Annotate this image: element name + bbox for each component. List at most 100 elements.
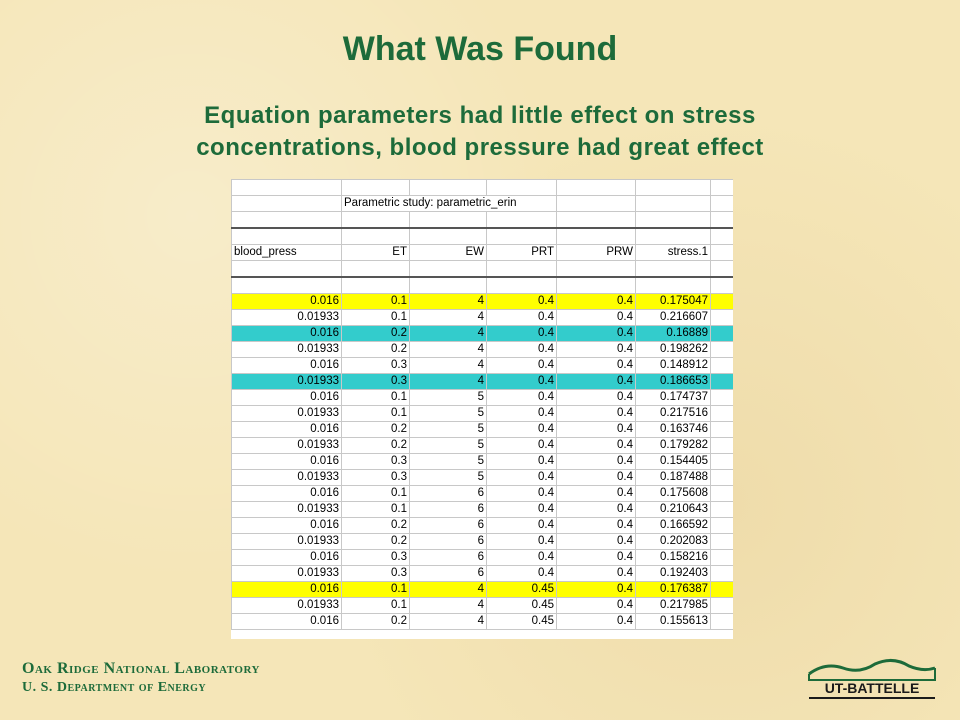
table-cell: 0.4: [556, 357, 636, 374]
table-cell: 0.4: [556, 613, 636, 630]
table-cell: 0.4: [486, 309, 557, 326]
table-cell: 0.217516: [635, 405, 711, 422]
table-cell: 0.187488: [635, 469, 711, 486]
table-cell: 0.4: [486, 293, 557, 310]
header-prw: PRW: [556, 244, 636, 261]
table-cell: 0.186653: [635, 373, 711, 390]
table-cell: 0.2: [341, 421, 410, 438]
table-cell: 0.4: [556, 597, 636, 614]
table-cell: 0.3: [341, 357, 410, 374]
table-cell: 0.4: [556, 533, 636, 550]
table-cell: 6: [409, 565, 487, 582]
table-cell: 0.166592: [635, 517, 711, 534]
empty-cell: [710, 549, 733, 566]
table-cell: 6: [409, 517, 487, 534]
table-cell: 0.4: [486, 517, 557, 534]
table-cell: 0.1: [341, 405, 410, 422]
table-cell: 0.016: [231, 613, 342, 630]
table-cell: 0.016: [231, 549, 342, 566]
caption-row: Parametric study: parametric_erin: [231, 195, 733, 212]
table-cell: 0.217985: [635, 597, 711, 614]
empty-cell: [710, 421, 733, 438]
table-cell: 0.2: [341, 517, 410, 534]
table-cell: 0.01933: [231, 309, 342, 326]
table-cell: 0.1: [341, 293, 410, 310]
header-ew: EW: [409, 244, 487, 261]
empty-cell: [710, 373, 733, 390]
table-cell: 0.4: [556, 309, 636, 326]
slide-subtitle: Equation parameters had little effect on…: [40, 100, 920, 164]
table-cell: 0.202083: [635, 533, 711, 550]
table-row: 0.016 0.1 4 0.4 0.4 0.175047: [231, 293, 733, 310]
table-cell: 0.4: [486, 325, 557, 342]
empty-cell: [710, 565, 733, 582]
table-row: 0.016 0.3 5 0.4 0.4 0.154405: [231, 453, 733, 470]
table-cell: 0.2: [341, 437, 410, 454]
table-cell: 6: [409, 501, 487, 518]
table-cell: 0.158216: [635, 549, 711, 566]
logo-text: UT-BATTELLE: [825, 680, 920, 696]
table-cell: 0.3: [341, 373, 410, 390]
study-caption: Parametric study: parametric_erin: [341, 195, 557, 212]
header-blood-press: blood_press: [231, 244, 342, 261]
table-cell: 0.4: [556, 453, 636, 470]
table-cell: 0.1: [341, 581, 410, 598]
table-cell: 0.4: [556, 341, 636, 358]
table-row: 0.01933 0.1 5 0.4 0.4 0.217516: [231, 405, 733, 422]
table-cell: 0.4: [486, 501, 557, 518]
table-row: 0.016 0.1 6 0.4 0.4 0.175608: [231, 485, 733, 502]
table-cell: 0.01933: [231, 533, 342, 550]
table-row: 0.01933 0.1 4 0.45 0.4 0.217985: [231, 597, 733, 614]
slide-title: What Was Found: [342, 30, 618, 68]
empty-cell: [710, 597, 733, 614]
table-cell: 4: [409, 325, 487, 342]
empty-cell: [710, 533, 733, 550]
table-row: 0.01933 0.2 4 0.4 0.4 0.198262: [231, 341, 733, 358]
table-cell: 0.4: [556, 469, 636, 486]
table-row: 0.01933 0.3 5 0.4 0.4 0.187488: [231, 469, 733, 486]
table-cell: 4: [409, 597, 487, 614]
table-cell: 0.4: [486, 341, 557, 358]
table-cell: 6: [409, 549, 487, 566]
empty-cell: [710, 469, 733, 486]
table-cell: 0.1: [341, 309, 410, 326]
table-cell: 0.016: [231, 325, 342, 342]
table-cell: 5: [409, 389, 487, 406]
table-cell: 4: [409, 373, 487, 390]
table-cell: 0.179282: [635, 437, 711, 454]
table-cell: 0.4: [556, 517, 636, 534]
table-cell: 0.016: [231, 357, 342, 374]
table-cell: 0.1: [341, 501, 410, 518]
table-cell: 4: [409, 293, 487, 310]
table-cell: 0.01933: [231, 501, 342, 518]
table-cell: 0.2: [341, 533, 410, 550]
empty-cell: [710, 357, 733, 374]
table-cell: 0.016: [231, 581, 342, 598]
table-cell: 0.01933: [231, 341, 342, 358]
table-cell: 0.016: [231, 453, 342, 470]
table-cell: 0.016: [231, 485, 342, 502]
empty-cell: [710, 293, 733, 310]
table-cell: 6: [409, 533, 487, 550]
table-row: 0.016 0.1 4 0.45 0.4 0.176387: [231, 581, 733, 598]
empty-cell: [710, 581, 733, 598]
table-row: 0.016 0.2 6 0.4 0.4 0.166592: [231, 517, 733, 534]
table-cell: 0.016: [231, 389, 342, 406]
table-cell: 0.01933: [231, 373, 342, 390]
table-cell: 0.192403: [635, 565, 711, 582]
table-cell: 0.4: [556, 405, 636, 422]
ut-battelle-logo: UT-BATTELLE: [808, 659, 936, 699]
table-cell: 0.1: [341, 389, 410, 406]
table-cell: 0.2: [341, 325, 410, 342]
blank-row: [231, 227, 733, 245]
table-cell: 0.163746: [635, 421, 711, 438]
table-cell: 4: [409, 581, 487, 598]
table-cell: 0.4: [486, 357, 557, 374]
table-cell: 0.176387: [635, 581, 711, 598]
table-cell: 0.4: [486, 485, 557, 502]
table-row: 0.01933 0.2 5 0.4 0.4 0.179282: [231, 437, 733, 454]
table-cell: 0.4: [486, 469, 557, 486]
table-cell: 0.175608: [635, 485, 711, 502]
table-cell: 0.4: [486, 549, 557, 566]
empty-cell: [710, 405, 733, 422]
